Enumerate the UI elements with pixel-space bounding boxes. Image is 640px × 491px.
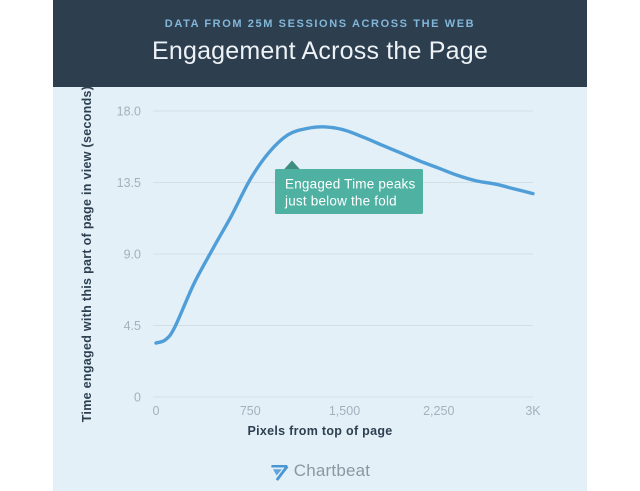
y-axis-tick-labels: 0 4.5 9.0 13.5 18.0 <box>117 105 141 405</box>
tooltip-callout: Engaged Time peaks just below the fold <box>275 160 423 214</box>
chart-area: 0 4.5 9.0 13.5 18.0 0 750 1,500 2,250 3K Time en… <box>53 87 587 491</box>
x-tick-label: 0 <box>153 404 160 418</box>
tooltip-text-line1: Engaged Time peaks <box>285 177 415 192</box>
chartbeat-logo-icon <box>271 464 289 481</box>
x-axis-tick-labels: 0 750 1,500 2,250 3K <box>153 404 542 418</box>
engagement-line-series <box>154 125 535 345</box>
x-tick-label: 3K <box>525 404 541 418</box>
x-tick-label: 2,250 <box>423 404 454 418</box>
page-title: Engagement Across the Page <box>152 37 488 65</box>
x-tick-label: 750 <box>240 404 261 418</box>
infographic-card: DATA FROM 25M SESSIONS ACROSS THE WEB En… <box>53 0 587 491</box>
brand-name: Chartbeat <box>293 461 371 480</box>
header: DATA FROM 25M SESSIONS ACROSS THE WEB En… <box>53 0 587 87</box>
y-tick-label: 9.0 <box>124 248 141 262</box>
y-tick-label: 4.5 <box>124 319 141 333</box>
x-axis-title: Pixels from top of page <box>247 424 392 438</box>
y-tick-label: 13.5 <box>117 176 141 190</box>
gridlines <box>153 110 533 398</box>
y-tick-label: 18.0 <box>117 105 141 119</box>
x-tick-label: 1,500 <box>329 404 360 418</box>
engagement-line-chart: 0 4.5 9.0 13.5 18.0 0 750 1,500 2,250 3K Time en… <box>80 87 542 438</box>
tooltip-box <box>275 169 423 214</box>
tooltip-arrow-icon <box>283 160 301 171</box>
header-eyebrow: DATA FROM 25M SESSIONS ACROSS THE WEB <box>164 18 476 30</box>
y-axis-title: Time engaged with this part of page in v… <box>80 87 94 422</box>
brand-footer: Chartbeat <box>270 461 370 481</box>
tooltip-text-line2: just below the fold <box>284 194 397 209</box>
y-tick-label: 0 <box>134 391 141 405</box>
